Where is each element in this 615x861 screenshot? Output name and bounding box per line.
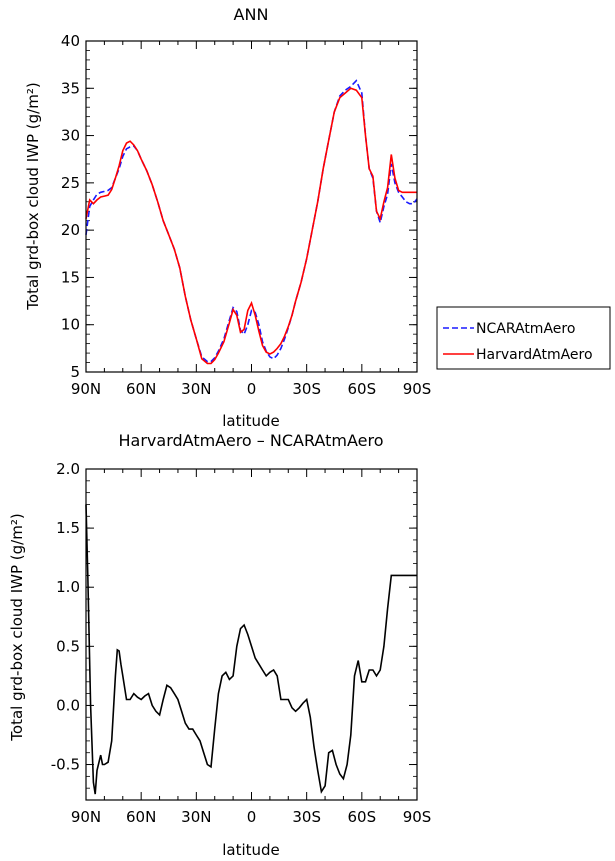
bottom-ytick-label: 2.0 (56, 460, 80, 478)
top-xtick-label: 0 (247, 380, 257, 398)
bottom-ytick-label: -0.5 (51, 756, 80, 774)
top-ytick-label: 35 (61, 79, 80, 97)
top-ytick-label: 25 (61, 174, 80, 192)
bottom-ytick-label: 1.0 (56, 578, 80, 596)
bottom-xtick-label: 30S (292, 808, 321, 826)
top-ytick-label: 15 (61, 268, 80, 286)
legend-label-ncar: NCARAtmAero (476, 321, 575, 337)
top-ytick-label: 10 (61, 316, 80, 334)
top-chart-ylabel: Total grd-box cloud IWP (g/m²) (24, 82, 42, 310)
bottom-chart-ylabel: Total grd-box cloud IWP (g/m²) (8, 513, 26, 741)
top-series-line-harvardatmaero (85, 87, 417, 365)
bottom-xtick-label: 90N (71, 808, 101, 826)
top-xtick-label: 30S (292, 380, 321, 398)
top-series-line-ncaratmaero (85, 79, 418, 363)
legend-label-harvard: HarvardAtmAero (476, 347, 593, 363)
top-xtick-label: 60N (126, 380, 156, 398)
legend-box (436, 306, 611, 370)
top-ytick-label: 40 (61, 32, 80, 50)
top-xtick-label: 30N (181, 380, 211, 398)
bottom-xtick-label: 60S (348, 808, 377, 826)
bottom-ytick-label: 0.5 (56, 637, 80, 655)
top-xtick-label: 90S (403, 380, 432, 398)
bottom-xtick-label: 90S (403, 808, 432, 826)
bottom-series-line-difference (85, 504, 417, 795)
top-chart-panel: ANN Total grd-box cloud IWP (g/m²) latit… (24, 5, 611, 430)
bottom-xtick-label: 60N (126, 808, 156, 826)
top-chart-xlabel: latitude (222, 412, 280, 430)
bottom-ytick-label: 1.5 (56, 519, 80, 537)
bottom-chart-frame (85, 468, 418, 801)
top-chart-title: ANN (234, 5, 269, 24)
top-xtick-label: 60S (348, 380, 377, 398)
bottom-chart-xlabel: latitude (222, 841, 280, 859)
legend: NCARAtmAero HarvardAtmAero (436, 306, 611, 370)
top-ytick-label: 20 (61, 221, 80, 239)
top-ytick-label: 30 (61, 127, 80, 145)
top-chart-frame (85, 40, 418, 373)
top-ytick-label: 5 (70, 363, 80, 381)
top-xtick-label: 90N (71, 380, 101, 398)
bottom-chart-title: HarvardAtmAero – NCARAtmAero (119, 431, 384, 450)
bottom-ytick-label: 0.0 (56, 696, 80, 714)
bottom-chart-panel: HarvardAtmAero – NCARAtmAero Total grd-b… (8, 431, 431, 859)
bottom-xtick-label: 0 (247, 808, 257, 826)
bottom-xtick-label: 30N (181, 808, 211, 826)
